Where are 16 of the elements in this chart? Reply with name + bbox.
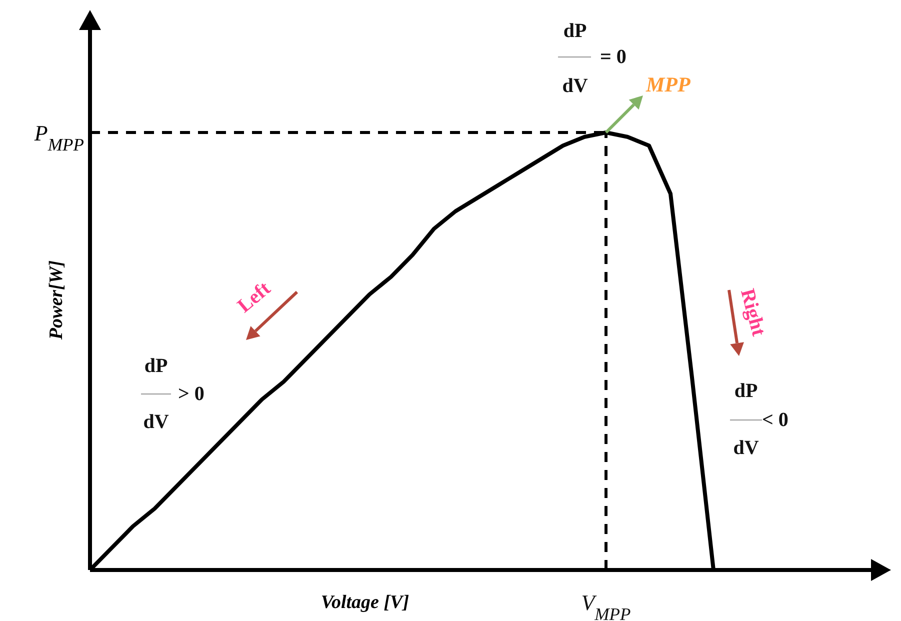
annotation: Left: [233, 277, 276, 318]
annotation: dP: [144, 355, 168, 377]
text: V$_{MPP}$: [581, 590, 632, 621]
text: = 0: [600, 46, 626, 68]
text: dP: [563, 20, 587, 42]
text: < 0: [762, 409, 788, 431]
x-axis-title: Voltage [V]: [320, 592, 410, 613]
ref-line-label: P$_{MPP}$: [33, 120, 84, 154]
text: dV: [562, 75, 588, 97]
text: MPP: [645, 72, 690, 96]
annotation: dV: [143, 411, 170, 433]
annotation: > 0: [178, 383, 204, 405]
text: dP: [734, 380, 758, 402]
text: Right: [736, 286, 770, 339]
text: dV: [733, 437, 760, 459]
y-axis-title: Power[W]: [46, 260, 67, 341]
